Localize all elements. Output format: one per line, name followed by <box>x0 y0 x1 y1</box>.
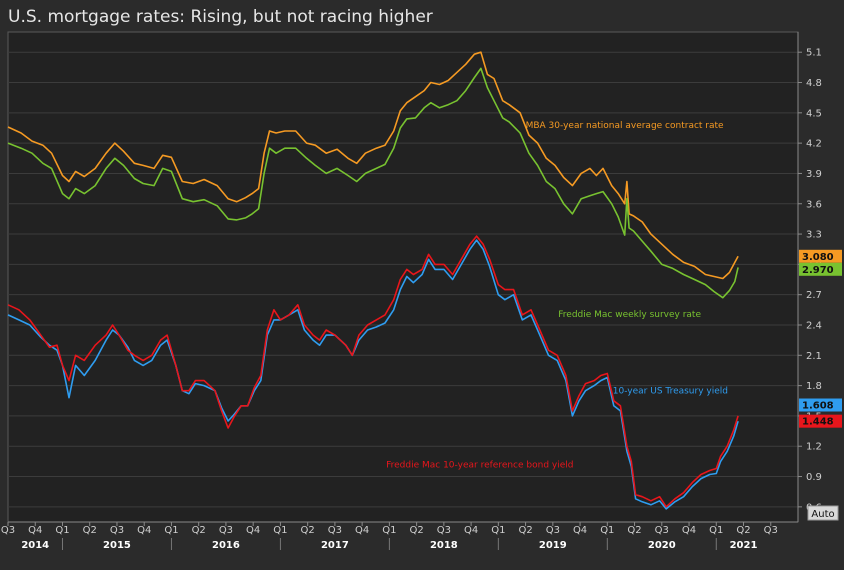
x-quarter-label: Q3 <box>110 525 124 536</box>
x-quarter-label: Q4 <box>573 525 587 536</box>
y-tick-label: 4.2 <box>806 139 822 150</box>
x-year-label: 2019 <box>539 540 567 551</box>
x-quarter-label: Q2 <box>301 525 315 536</box>
x-quarter-label: Q2 <box>736 525 750 536</box>
end-value-tag: 3.080 <box>802 252 834 263</box>
x-axis: Q3 Q4 Q1 Q2 Q3 Q4 Q1 Q2 Q3 Q4 Q1 Q2 Q3 Q4 Q1 Q2 Q3 Q4 Q1 Q2… <box>1 521 798 551</box>
end-value-tag: 1.448 <box>802 417 834 428</box>
x-quarter-label: Q4 <box>682 525 696 536</box>
x-year-label: 2015 <box>103 540 131 551</box>
y-tick-label: 0.9 <box>806 472 822 483</box>
y-tick-label: 3.9 <box>806 169 822 180</box>
x-quarter-label: Q2 <box>518 525 532 536</box>
x-year-label: 2021 <box>730 540 758 551</box>
series-annotation: Freddie Mac 10-year reference bond yield <box>386 460 573 470</box>
x-quarter-label: Q2 <box>627 525 641 536</box>
x-quarter-label: Q3 <box>655 525 669 536</box>
series-annotation: Freddie Mac weekly survey rate <box>558 310 701 320</box>
y-tick-label: 2.4 <box>806 320 822 331</box>
x-quarter-label: Q1 <box>709 525 723 536</box>
annotation-layer: MBA 30-year national average contract ra… <box>386 121 728 470</box>
x-quarter-label: Q3 <box>546 525 560 536</box>
y-tick-label: 2.7 <box>806 290 822 301</box>
y-tick-label: 5.1 <box>806 48 822 59</box>
y-tick-label: 3.6 <box>806 199 822 210</box>
end-value-tag-box <box>799 249 842 263</box>
x-quarter-label: Q2 <box>410 525 424 536</box>
end-value-tag-box <box>799 262 842 276</box>
x-quarter-label: Q3 <box>764 525 778 536</box>
y-tick-label: 4.5 <box>806 108 822 119</box>
y-tick-label: 3.3 <box>806 230 822 241</box>
x-quarter-label: Q1 <box>273 525 287 536</box>
end-value-tag-box <box>799 398 842 412</box>
x-quarter-label: Q2 <box>192 525 206 536</box>
auto-scale-button[interactable]: Auto <box>807 505 839 521</box>
y-tick-label: 4.8 <box>806 78 822 89</box>
plot-frame <box>7 31 799 523</box>
series-line-1 <box>7 51 739 280</box>
x-quarter-label: Q3 <box>219 525 233 536</box>
x-quarter-label: Q3 <box>1 525 15 536</box>
x-year-label: 2016 <box>212 540 240 551</box>
series-layer <box>7 51 739 510</box>
x-year-label: 2017 <box>321 540 349 551</box>
grid <box>8 51 798 508</box>
end-value-tag-box <box>799 414 842 428</box>
x-year-label: 2014 <box>21 540 49 551</box>
series-annotation: MBA 30-year national average contract ra… <box>526 121 724 131</box>
end-value-tag: 1.608 <box>802 401 834 412</box>
x-quarter-label: Q1 <box>491 525 505 536</box>
series-line-3 <box>7 239 739 510</box>
chart-title: U.S. mortgage rates: Rising, but not rac… <box>8 7 433 27</box>
y-tick-label: 1.8 <box>806 381 822 392</box>
plot-area <box>7 31 799 523</box>
x-quarter-label: Q4 <box>355 525 369 536</box>
x-quarter-label: Q1 <box>382 525 396 536</box>
x-quarter-label: Q4 <box>464 525 478 536</box>
end-value-tag: 2.970 <box>802 265 834 276</box>
end-value-tags: 3.080 2.970 1.608 1.448 <box>799 249 842 428</box>
x-quarter-label: Q4 <box>137 525 151 536</box>
x-quarter-label: Q2 <box>83 525 97 536</box>
y-tick-label: 1.2 <box>806 442 822 453</box>
y-tick-label: 2.1 <box>806 351 822 362</box>
x-quarter-label: Q1 <box>55 525 69 536</box>
series-annotation: 10-year US Treasury yield <box>613 387 728 397</box>
auto-scale-label[interactable]: Auto <box>811 509 834 520</box>
x-quarter-label: Q1 <box>164 525 178 536</box>
x-quarter-label: Q4 <box>28 525 42 536</box>
x-quarter-label: Q3 <box>328 525 342 536</box>
series-line-4 <box>7 235 739 508</box>
x-quarter-label: Q4 <box>246 525 260 536</box>
x-year-label: 2018 <box>430 540 458 551</box>
x-quarter-label: Q1 <box>600 525 614 536</box>
x-year-label: 2020 <box>648 540 676 551</box>
x-quarter-label: Q3 <box>437 525 451 536</box>
series-line-2 <box>7 67 739 299</box>
